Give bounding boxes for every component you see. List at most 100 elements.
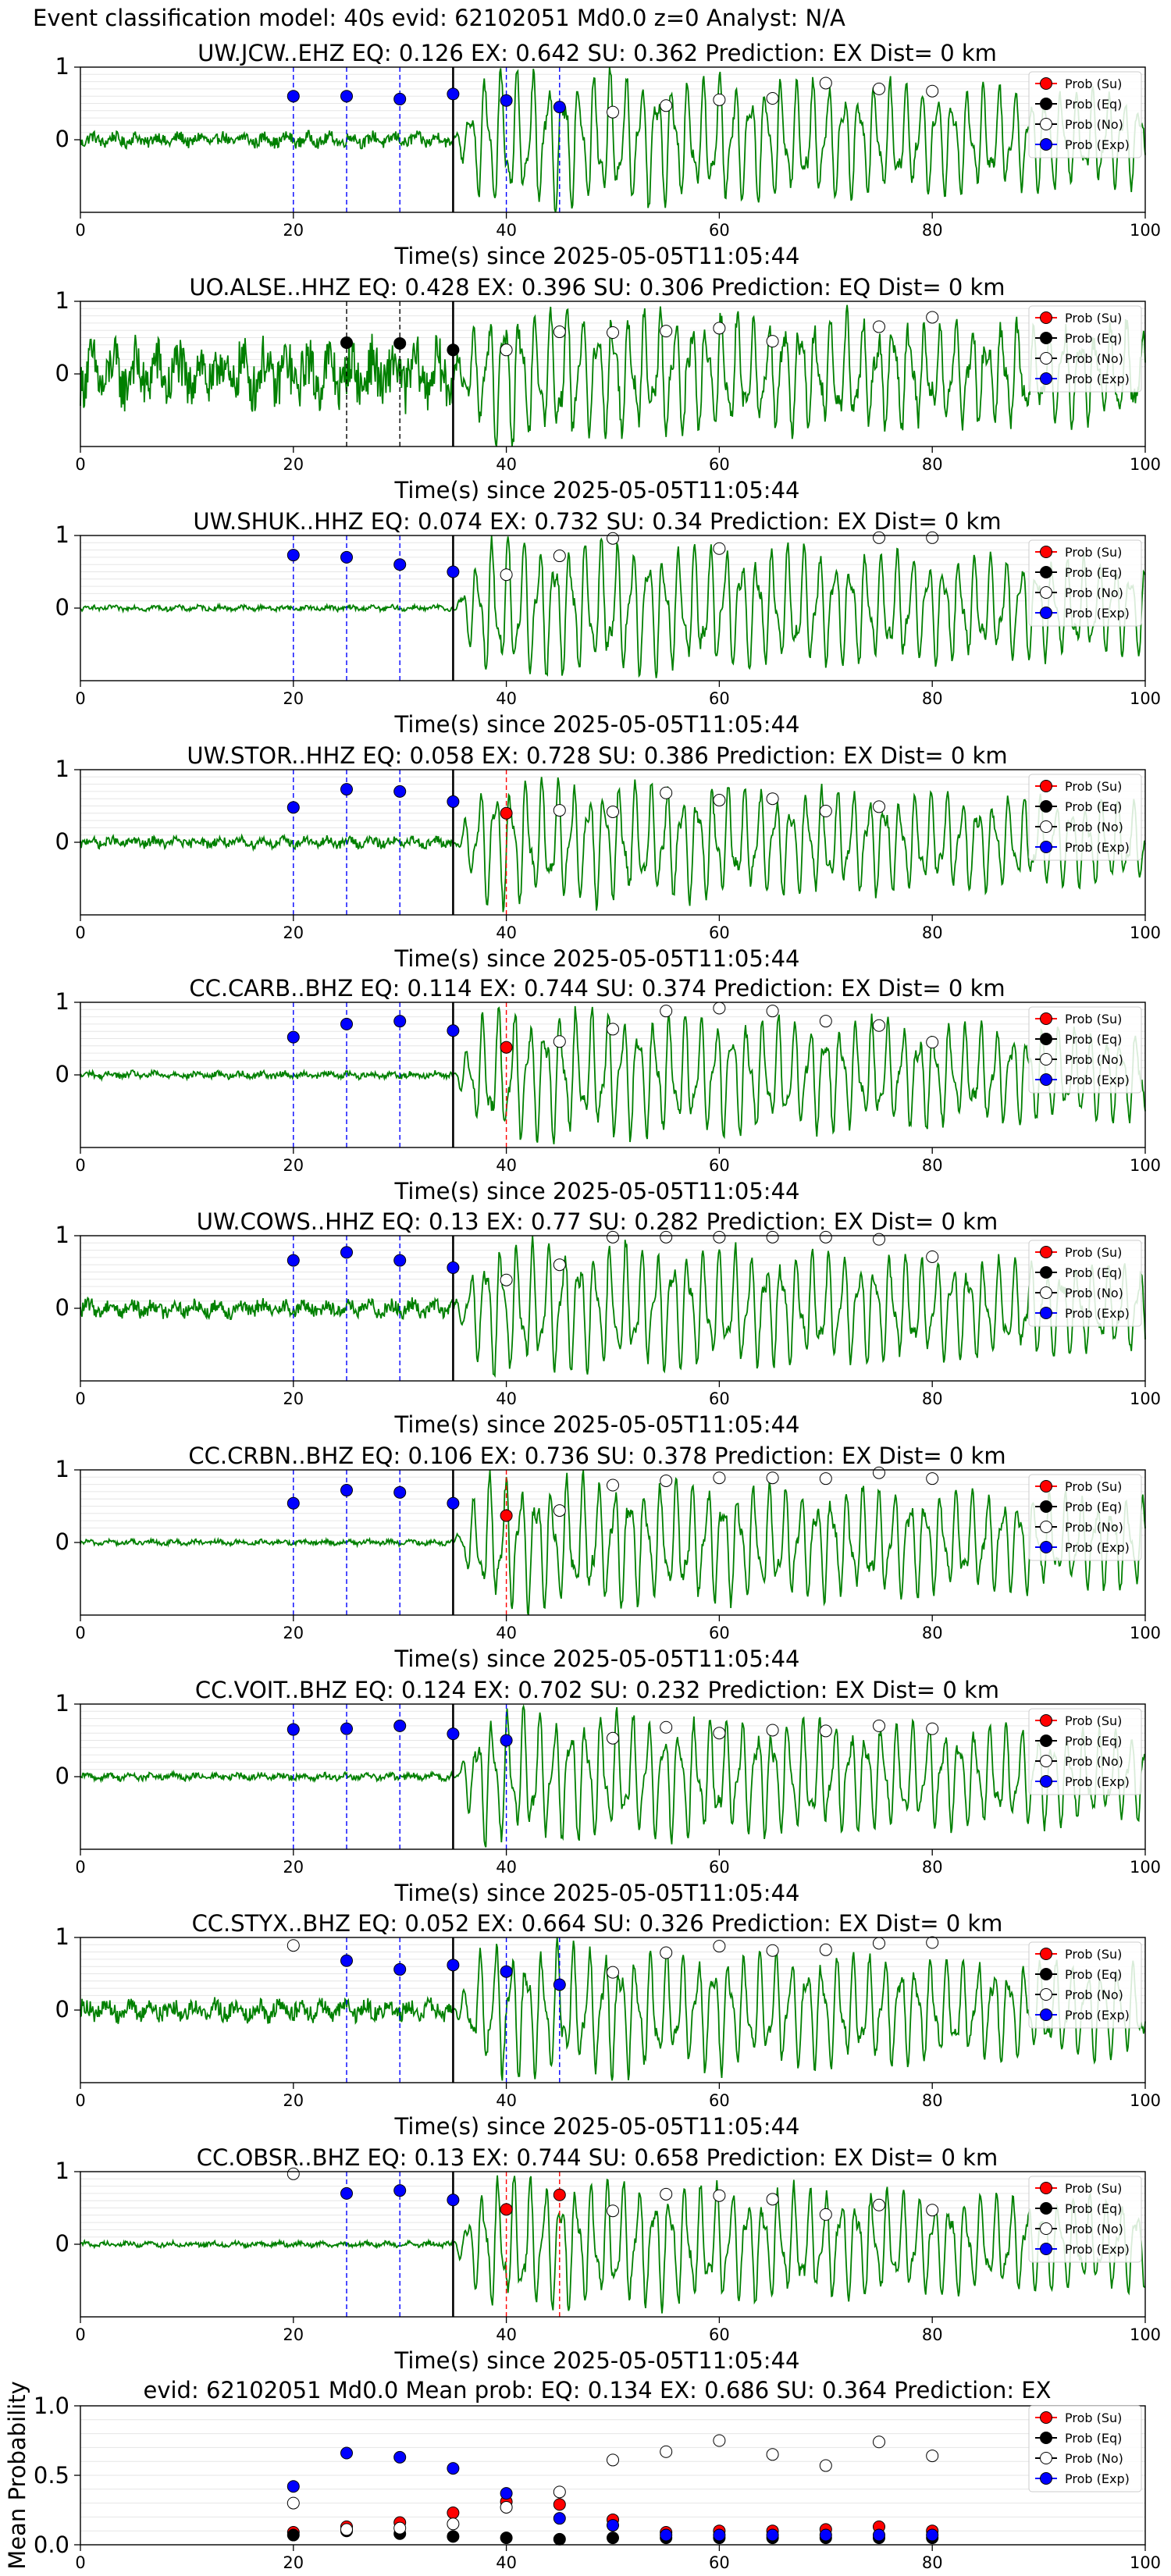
mean-point-no: [287, 2496, 300, 2510]
probability-point-no: [607, 1023, 619, 1036]
probability-point-no: [873, 800, 885, 813]
probability-point-no: [766, 1230, 779, 1244]
probability-point-exp: [500, 1734, 513, 1747]
probability-point-exp: [393, 2184, 407, 2197]
probability-point-no: [926, 1722, 939, 1735]
legend-box: [1028, 1708, 1142, 1795]
x-axis-label: Time(s) since 2025-05-05T11:05:44: [394, 477, 800, 503]
mean-point-no: [500, 2500, 513, 2514]
legend-marker: [1040, 1714, 1052, 1727]
probability-point-no: [553, 1035, 566, 1048]
station-panel: 0 20 40 60 80 100 1 0 CC.VOIT..BHZ EQ: 0.124 EX:…: [55, 1677, 1162, 1906]
x-tick-label: 20: [283, 689, 304, 708]
probability-point-no: [713, 1940, 726, 1953]
x-tick-label: 40: [496, 221, 517, 240]
probability-point-no: [873, 1937, 885, 1950]
probability-point-no: [926, 1472, 939, 1485]
probability-point-no: [926, 1036, 939, 1049]
x-tick-label: 100: [1130, 1624, 1161, 1642]
legend-marker: [1040, 77, 1052, 90]
legend-marker: [1040, 1968, 1052, 1980]
mean-point-no: [607, 2453, 619, 2467]
legend-label: Prob (Exp): [1065, 1306, 1130, 1321]
mean-point-exp: [340, 2446, 353, 2460]
legend-marker: [1040, 841, 1052, 853]
y-tick-label: 1: [55, 521, 69, 548]
x-tick-label: 100: [1130, 2091, 1161, 2110]
legend-label: Prob (Su): [1065, 2181, 1122, 2196]
legend-label: Prob (No): [1065, 820, 1123, 834]
legend-label: Prob (No): [1065, 1754, 1123, 1769]
legend-marker: [1040, 1988, 1052, 2001]
probability-point-exp: [287, 1030, 300, 1044]
x-tick-label: 60: [709, 221, 730, 240]
x-tick-label: 60: [709, 923, 730, 942]
legend-label: Prob (Eq): [1065, 1500, 1122, 1514]
waveform-trace: [80, 66, 1146, 213]
legend-marker: [1040, 1053, 1052, 1066]
probability-point-exp: [447, 1261, 460, 1274]
probability-point-exp: [500, 94, 513, 107]
mean-point-no: [340, 2523, 353, 2536]
probability-point-exp: [393, 558, 407, 571]
waveform-trace: [80, 2175, 1146, 2314]
probability-point-su: [553, 2188, 566, 2201]
probability-point-no: [660, 325, 673, 338]
mean-point-exp: [766, 2528, 779, 2542]
probability-point-no: [287, 2167, 300, 2180]
legend-marker: [1040, 1246, 1052, 1258]
probability-point-exp: [340, 2186, 353, 2200]
legend-marker: [1040, 1500, 1052, 1513]
x-tick-label: 0: [75, 1624, 85, 1642]
x-tick-label: 60: [709, 689, 730, 708]
panel-title: UW.STOR..HHZ EQ: 0.058 EX: 0.728 SU: 0.3…: [187, 742, 1007, 769]
station-panel: 0 20 40 60 80 100 1 0 CC.CRBN..BHZ EQ: 0.106 EX:…: [55, 1443, 1162, 1672]
legend-label: Prob (Exp): [1065, 137, 1130, 152]
mean-point-no: [553, 2485, 566, 2499]
legend-label: Prob (Su): [1065, 311, 1122, 326]
legend-label: Prob (Eq): [1065, 1032, 1122, 1047]
probability-point-no: [766, 792, 779, 806]
mean-point-no: [873, 2435, 885, 2449]
x-tick-label: 60: [709, 1156, 730, 1175]
probability-point-exp: [553, 1978, 566, 1991]
x-axis-label: Time(s) since 2025-05-05T11:05:44: [394, 945, 800, 972]
legend-marker: [1040, 2432, 1052, 2444]
x-tick-label: 20: [283, 455, 304, 474]
probability-point-no: [553, 804, 566, 817]
legend-marker: [1040, 586, 1052, 599]
mean-point-eq: [607, 2532, 619, 2545]
x-tick-label: 60: [709, 455, 730, 474]
x-tick-label: 0: [75, 923, 85, 942]
legend-label: Prob (Eq): [1065, 799, 1122, 814]
probability-point-no: [873, 531, 885, 544]
y-tick-label: 1: [55, 53, 69, 80]
mean-point-no: [660, 2445, 673, 2458]
x-tick-label: 20: [283, 221, 304, 240]
probability-point-no: [713, 1471, 726, 1485]
legend-marker: [1040, 311, 1052, 324]
y-tick-label: 1: [55, 1456, 69, 1482]
x-tick-label: 100: [1130, 1389, 1161, 1408]
y-tick-label: 1.0: [34, 2393, 69, 2419]
x-tick-label: 20: [283, 1156, 304, 1175]
legend-box: [1028, 1006, 1142, 1094]
legend-marker: [1040, 2202, 1052, 2215]
probability-point-exp: [340, 90, 353, 103]
probability-point-no: [819, 1472, 832, 1485]
x-tick-label: 20: [283, 2553, 304, 2572]
legend-marker: [1040, 2452, 1052, 2464]
x-tick-label: 100: [1130, 923, 1161, 942]
probability-point-no: [766, 1471, 779, 1485]
x-tick-label: 40: [496, 2091, 517, 2110]
probability-point-no: [873, 1233, 885, 1246]
probability-point-exp: [287, 1254, 300, 1267]
mean-point-exp: [447, 2462, 460, 2475]
x-tick-label: 0: [75, 2091, 85, 2110]
probability-point-exp: [447, 1496, 460, 1510]
probability-point-exp: [340, 1484, 353, 1497]
mean-point-exp: [926, 2528, 939, 2542]
probability-point-exp: [393, 1015, 407, 1028]
x-tick-label: 40: [496, 923, 517, 942]
